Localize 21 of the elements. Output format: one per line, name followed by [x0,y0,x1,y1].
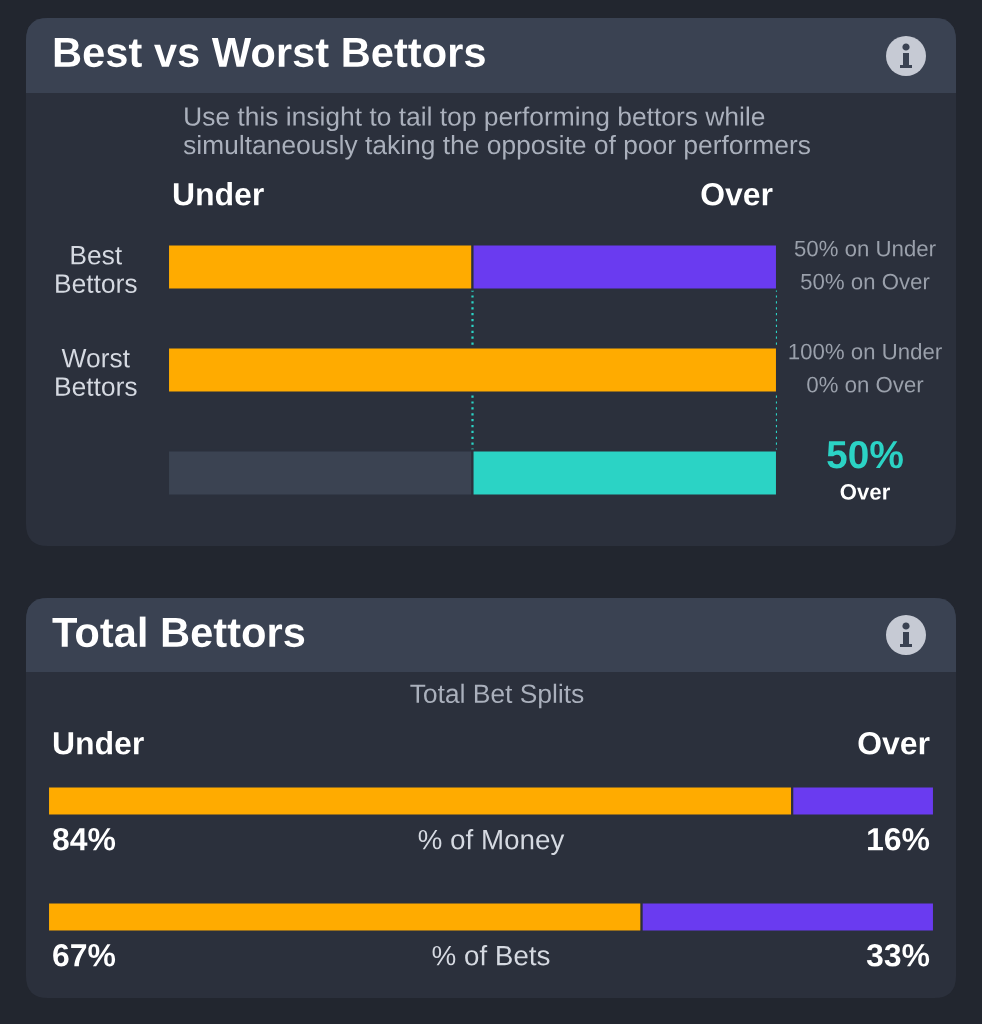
data-label: 50% on Under [794,240,936,257]
data-label: 67% [53,943,116,967]
chart-title: Best vs Worst Bettors [54,38,485,68]
data-label: 16% [868,827,930,851]
series-label: Over [858,731,930,755]
data-label: 50% Over [827,440,903,500]
series-label: Under [53,731,144,755]
data-label: 0% on Over [807,376,924,393]
data-label: 50% on Over [801,273,930,290]
category-label: % of Bets [432,945,550,966]
data-label: 33% [866,943,930,967]
y-tick-label: Best Bettors [56,246,137,293]
chart-subtitle: Use this insight to tail top performing bettors while simultaneously taking the opposite of poor performers [183,106,810,160]
category-label: % of Money [418,829,565,855]
series-label: Under [173,182,264,206]
chart-subtitle: Total Bet Splits [410,683,584,709]
data-label: 84% [53,827,116,851]
data-label: 100% on Under [789,343,942,360]
series-label: Over [701,182,773,206]
chart-title: Total Bettors [52,616,305,648]
y-tick-label: Worst Bettors [56,349,137,396]
